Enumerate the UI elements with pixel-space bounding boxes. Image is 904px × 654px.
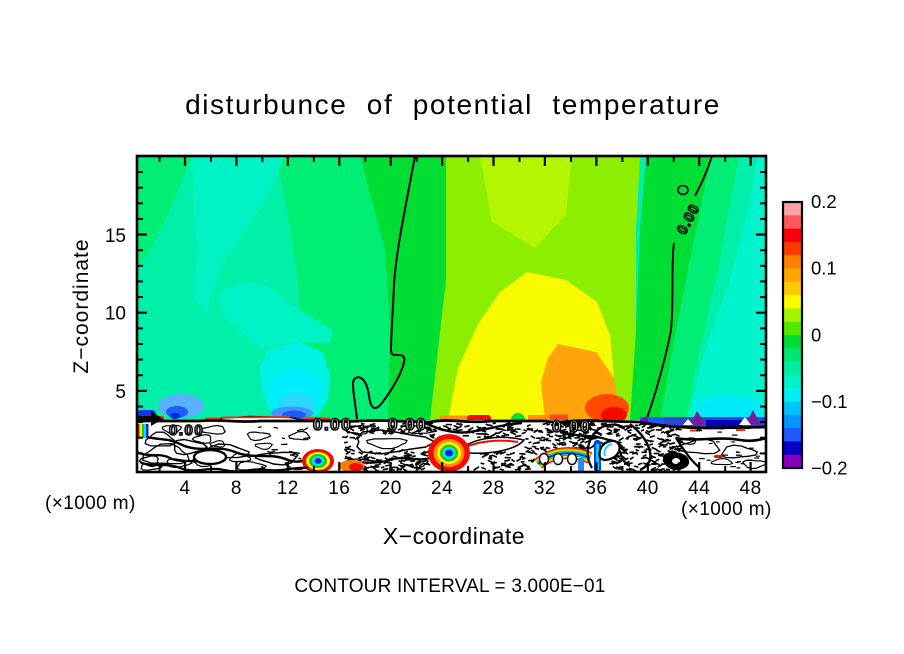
svg-text:disturbunce of potential tempe: disturbunce of potential temperature: [185, 89, 721, 120]
svg-text:24: 24: [431, 478, 453, 499]
svg-text:12: 12: [277, 478, 299, 499]
svg-text:44: 44: [688, 478, 710, 499]
svg-text:0.1: 0.1: [811, 258, 837, 279]
svg-text:8: 8: [231, 478, 242, 499]
svg-text:−0.2: −0.2: [811, 458, 848, 479]
svg-text:48: 48: [740, 478, 762, 499]
svg-text:15: 15: [105, 226, 126, 247]
svg-text:5: 5: [115, 382, 126, 403]
svg-text:Z−coordinate: Z−coordinate: [70, 238, 93, 373]
svg-text:0 00: 0 00: [552, 417, 591, 436]
svg-text:20: 20: [380, 478, 402, 499]
svg-text:4: 4: [179, 478, 190, 499]
svg-text:X−coordinate: X−coordinate: [383, 523, 525, 549]
svg-text:(×1000 m): (×1000 m): [681, 499, 772, 520]
svg-text:28: 28: [482, 478, 504, 499]
svg-text:−0.1: −0.1: [811, 391, 848, 412]
svg-text:36: 36: [585, 478, 607, 499]
svg-text:0: 0: [811, 324, 821, 345]
svg-text:0 00: 0 00: [388, 415, 427, 434]
svg-text:0.00: 0.00: [169, 422, 204, 439]
svg-text:0.2: 0.2: [811, 191, 837, 212]
svg-text:10: 10: [105, 304, 126, 325]
svg-text:CONTOUR INTERVAL = 3.000E−01: CONTOUR INTERVAL = 3.000E−01: [294, 576, 605, 597]
svg-text:32: 32: [534, 478, 556, 499]
svg-text:16: 16: [328, 478, 350, 499]
svg-text:(×1000 m): (×1000 m): [45, 493, 136, 514]
svg-text:40: 40: [637, 478, 659, 499]
svg-text:0.00: 0.00: [313, 415, 352, 434]
